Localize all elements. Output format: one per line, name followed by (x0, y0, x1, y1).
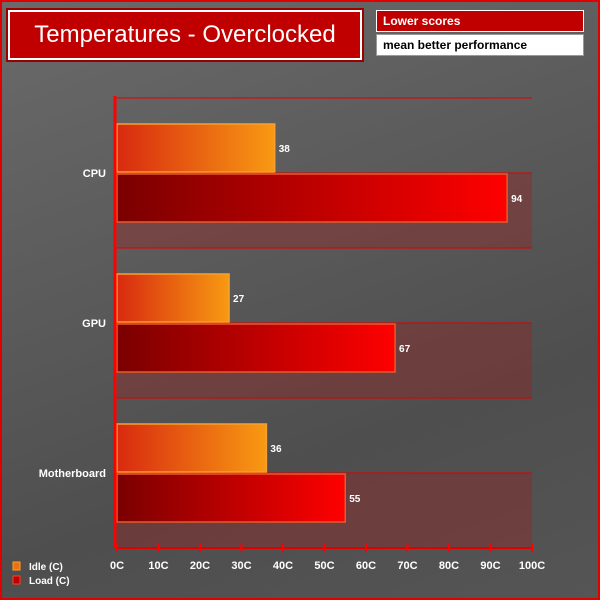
bar-load (116, 323, 396, 373)
x-tick-label: 30C (231, 560, 251, 572)
x-tick-label: 20C (190, 560, 210, 572)
bar-idle (116, 273, 230, 323)
bar-load (116, 473, 346, 523)
bar-idle (116, 423, 268, 473)
x-tick-label: 100C (519, 560, 545, 572)
data-label: 38 (279, 144, 291, 155)
category-label: GPU (82, 318, 106, 330)
data-label: 94 (511, 194, 523, 205)
x-tick-label: 60C (356, 560, 376, 572)
category-label: Motherboard (39, 468, 106, 480)
data-label: 36 (270, 444, 282, 455)
x-tick-label: 10C (148, 560, 168, 572)
x-tick-label: 80C (439, 560, 459, 572)
bar-load (116, 173, 508, 223)
x-tick-label: 0C (110, 560, 124, 572)
data-label: 27 (233, 294, 245, 305)
x-tick-label: 50C (314, 560, 334, 572)
note-mean-better: mean better performance (376, 34, 584, 56)
x-tick-label: 90C (480, 560, 500, 572)
category-label: CPU (83, 168, 106, 180)
note-lower-scores: Lower scores (376, 10, 584, 32)
data-label: 67 (399, 344, 411, 355)
legend-label: Load (C) (29, 576, 70, 587)
bar-idle (116, 123, 276, 173)
legend-swatch (12, 561, 21, 571)
legend-swatch (12, 575, 21, 585)
x-tick-label: 40C (273, 560, 293, 572)
chart-title: Temperatures - Overclocked (8, 10, 362, 60)
data-label: 55 (349, 494, 361, 505)
x-tick-label: 70C (397, 560, 417, 572)
legend-label: Idle (C) (29, 562, 63, 573)
